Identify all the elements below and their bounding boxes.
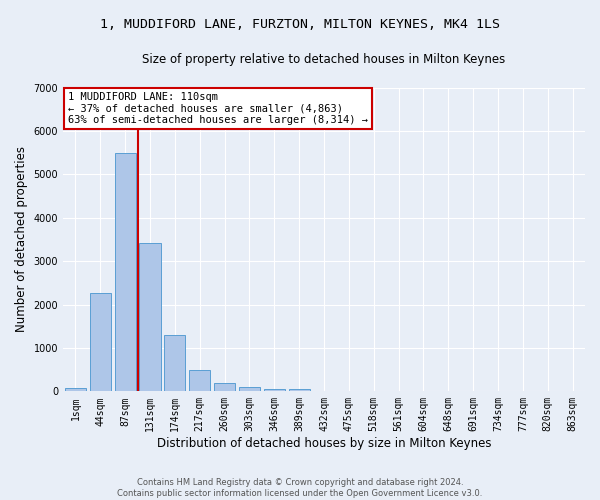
Bar (289, 390, 310, 392)
Bar (164, 335, 185, 392)
Bar (90, 293, 111, 392)
X-axis label: Distribution of detached houses by size in Milton Keynes: Distribution of detached houses by size … (157, 437, 491, 450)
Bar (189, 370, 211, 392)
Title: Size of property relative to detached houses in Milton Keynes: Size of property relative to detached ho… (142, 52, 506, 66)
Y-axis label: Number of detached properties: Number of detached properties (15, 146, 28, 332)
Text: 1 MUDDIFORD LANE: 110sqm
← 37% of detached houses are smaller (4,863)
63% of sem: 1 MUDDIFORD LANE: 110sqm ← 37% of detach… (68, 92, 368, 126)
Bar (115, 154, 136, 392)
Text: 1, MUDDIFORD LANE, FURZTON, MILTON KEYNES, MK4 1LS: 1, MUDDIFORD LANE, FURZTON, MILTON KEYNE… (100, 18, 500, 30)
Bar (264, 388, 285, 392)
Bar (239, 387, 260, 392)
Bar (139, 243, 161, 392)
Bar (65, 388, 86, 392)
Text: Contains HM Land Registry data © Crown copyright and database right 2024.
Contai: Contains HM Land Registry data © Crown c… (118, 478, 482, 498)
Bar (214, 382, 235, 392)
